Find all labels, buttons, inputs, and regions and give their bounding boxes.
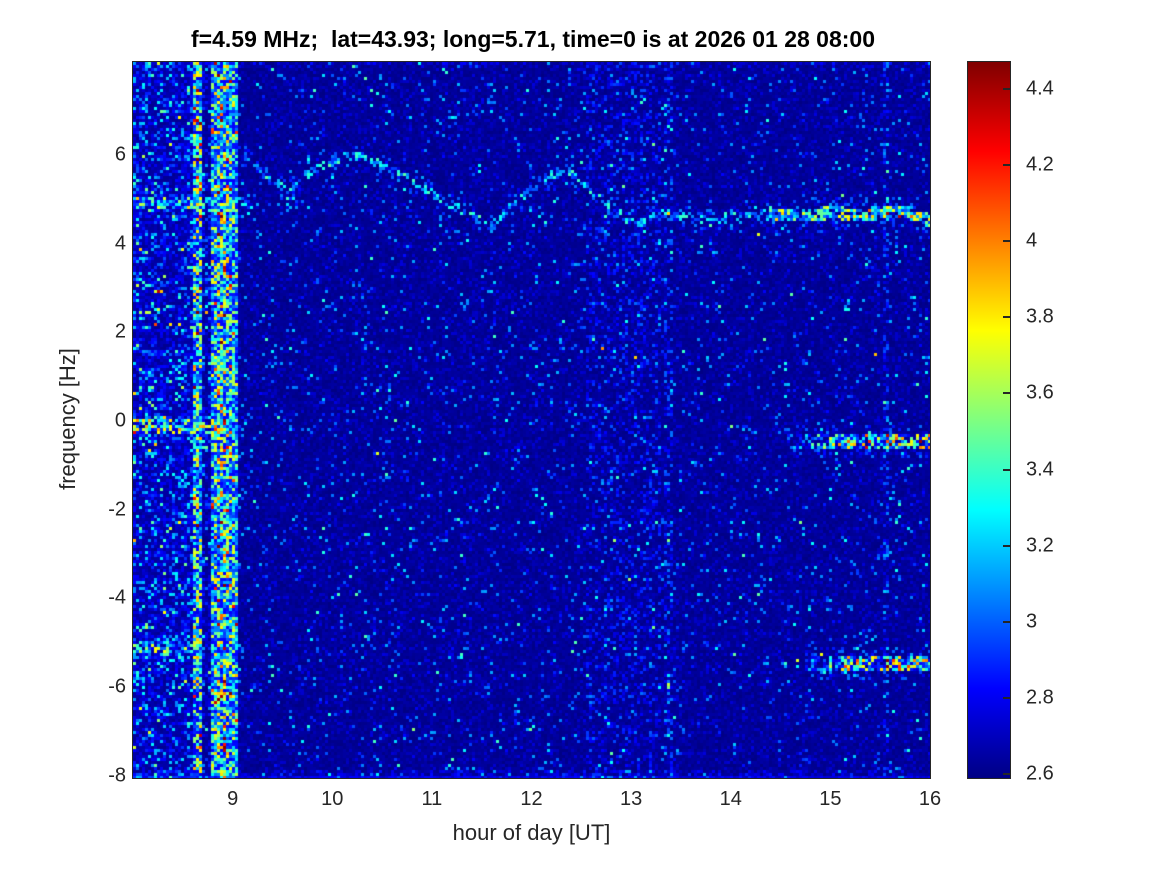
colorbar-tick-label: 3.6 [1026, 381, 1054, 404]
x-tick-label: 12 [520, 788, 543, 810]
x-tick-label: 16 [918, 788, 942, 810]
colorbar-tick-mark [1003, 620, 1010, 623]
y-tick-label: 0 [114, 409, 126, 432]
colorbar-tick-label: 4.2 [1026, 153, 1054, 176]
y-tick-label: 6 [114, 143, 126, 166]
x-tick-label: 13 [620, 788, 643, 810]
colorbar-tick-mark [1003, 697, 1010, 700]
colorbar-tick-label: 4 [1026, 229, 1038, 252]
colorbar-tick-mark [1003, 163, 1010, 166]
x-tick-label: 15 [819, 788, 842, 810]
y-tick-label: 2 [114, 320, 126, 343]
chart-title: f=4.59 MHz; lat=43.93; long=5.71, time=0… [191, 26, 875, 52]
y-tick-label: -4 [108, 586, 126, 609]
x-tick-label: 14 [719, 788, 742, 810]
colorbar-tick-label: 3.8 [1026, 305, 1054, 328]
colorbar-tick-label: 3.2 [1026, 534, 1054, 557]
y-tick-label: -2 [108, 498, 126, 521]
y-tick-label: -6 [108, 675, 126, 698]
colorbar-tick-mark [1003, 468, 1010, 471]
y-tick-label: -8 [108, 764, 126, 787]
y-tick-label: 4 [114, 232, 126, 255]
colorbar-tick-mark [1003, 773, 1010, 776]
x-tick-label: 10 [321, 788, 344, 810]
colorbar-tick-label: 2.6 [1026, 762, 1054, 785]
x-axis-label: hour of day [UT] [452, 820, 611, 845]
colorbar-tick-label: 3 [1026, 610, 1038, 633]
colorbar-tick-label: 2.8 [1026, 686, 1054, 709]
colorbar-tick-mark [1003, 87, 1010, 90]
colorbar-tick-label: 3.4 [1026, 458, 1054, 480]
x-tick-label: 9 [227, 788, 239, 810]
spectrogram-canvas [133, 62, 930, 778]
plot-area [132, 61, 931, 779]
colorbar-tick-mark [1003, 316, 1010, 319]
colorbar-tick-mark [1003, 240, 1010, 242]
colorbar-tick-label: 4.4 [1026, 77, 1054, 100]
x-tick-label: 11 [421, 788, 443, 810]
colorbar-tick-mark [1003, 544, 1010, 547]
colorbar-tick-mark [1003, 392, 1010, 395]
colorbar [967, 61, 1011, 779]
